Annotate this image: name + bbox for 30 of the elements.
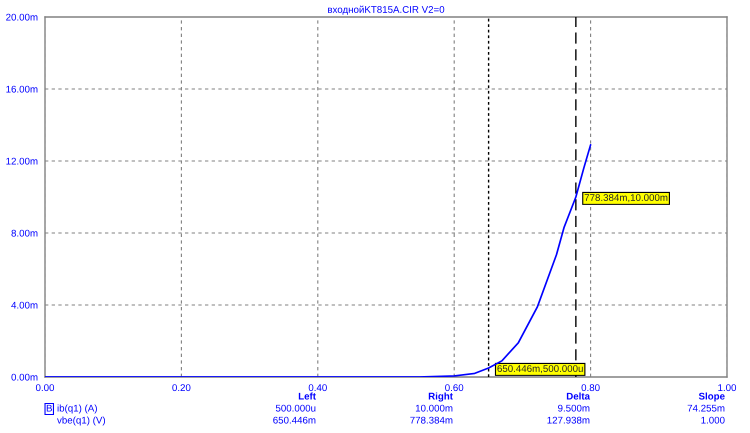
chart-title: входнойKT815A.CIR V2=0 [328,6,444,15]
x-axis-title: vbe(q1) (V) [57,416,106,426]
x-tick-label: 0.20 [172,384,190,392]
y-tick-label: 12.00m [6,158,38,165]
annotation: 650.446m,500.000u [497,365,583,374]
x-tick-label: 0.80 [582,384,600,392]
x-tick-label: 1.00 [718,384,736,392]
y-tick-label: 4.00m [11,302,38,309]
text: 500.000u [276,404,316,412]
x-tick-label: 0.40 [308,384,327,392]
text: 650.446m [273,416,316,424]
text: Right [428,392,453,402]
x-tick-label: 0.00 [36,384,54,392]
annotation: 778.384m,10.000m [584,194,668,202]
text: Left [298,392,316,400]
y-tick-label: 8.00m [11,230,38,237]
text: 127.938m [548,416,590,424]
x-tick-label: 0.60 [445,384,464,392]
text: 9.500m [558,404,590,412]
y-tick-label: 20.00m [6,14,38,21]
y-tick-label: 16.00m [6,86,38,93]
text: Slope [698,392,725,402]
text: 1.000 [701,416,725,424]
y-tick-label: 0.00m [11,374,38,381]
text: 778.384m [410,416,452,424]
text: Delta [566,392,590,400]
text: B [46,404,52,412]
text: 10.000m [416,404,452,412]
text: 74.255m [688,404,724,412]
legend-label: ib(q1) (A) [58,404,97,414]
